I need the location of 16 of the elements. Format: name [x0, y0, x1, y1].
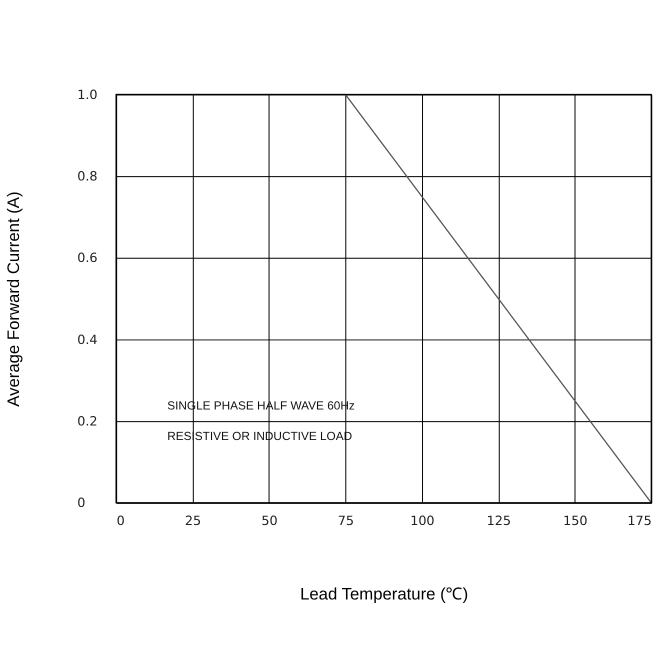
y-tick-label: 0.6 [77, 251, 98, 266]
x-tick-label: 50 [261, 514, 278, 529]
y-axis-title: Average Forward Current (A) [4, 191, 24, 407]
y-tick-label: 1.0 [77, 88, 98, 103]
x-tick-label: 175 [627, 514, 652, 529]
x-tick-label: 25 [184, 514, 202, 529]
x-tick-label: 150 [563, 514, 588, 529]
x-tick-label: 75 [338, 514, 354, 529]
y-tick-label: 0.2 [77, 414, 98, 430]
x-tick-label: 0 [116, 514, 125, 529]
x-tick-label: 125 [486, 514, 512, 529]
x-axis-title: Lead Temperature (℃) [300, 584, 468, 604]
y-tick-label: 0.4 [77, 332, 98, 348]
x-tick-label: 100 [410, 514, 435, 529]
y-tick-label: 0.8 [77, 170, 98, 185]
y-tick-label: 0 [77, 496, 86, 512]
